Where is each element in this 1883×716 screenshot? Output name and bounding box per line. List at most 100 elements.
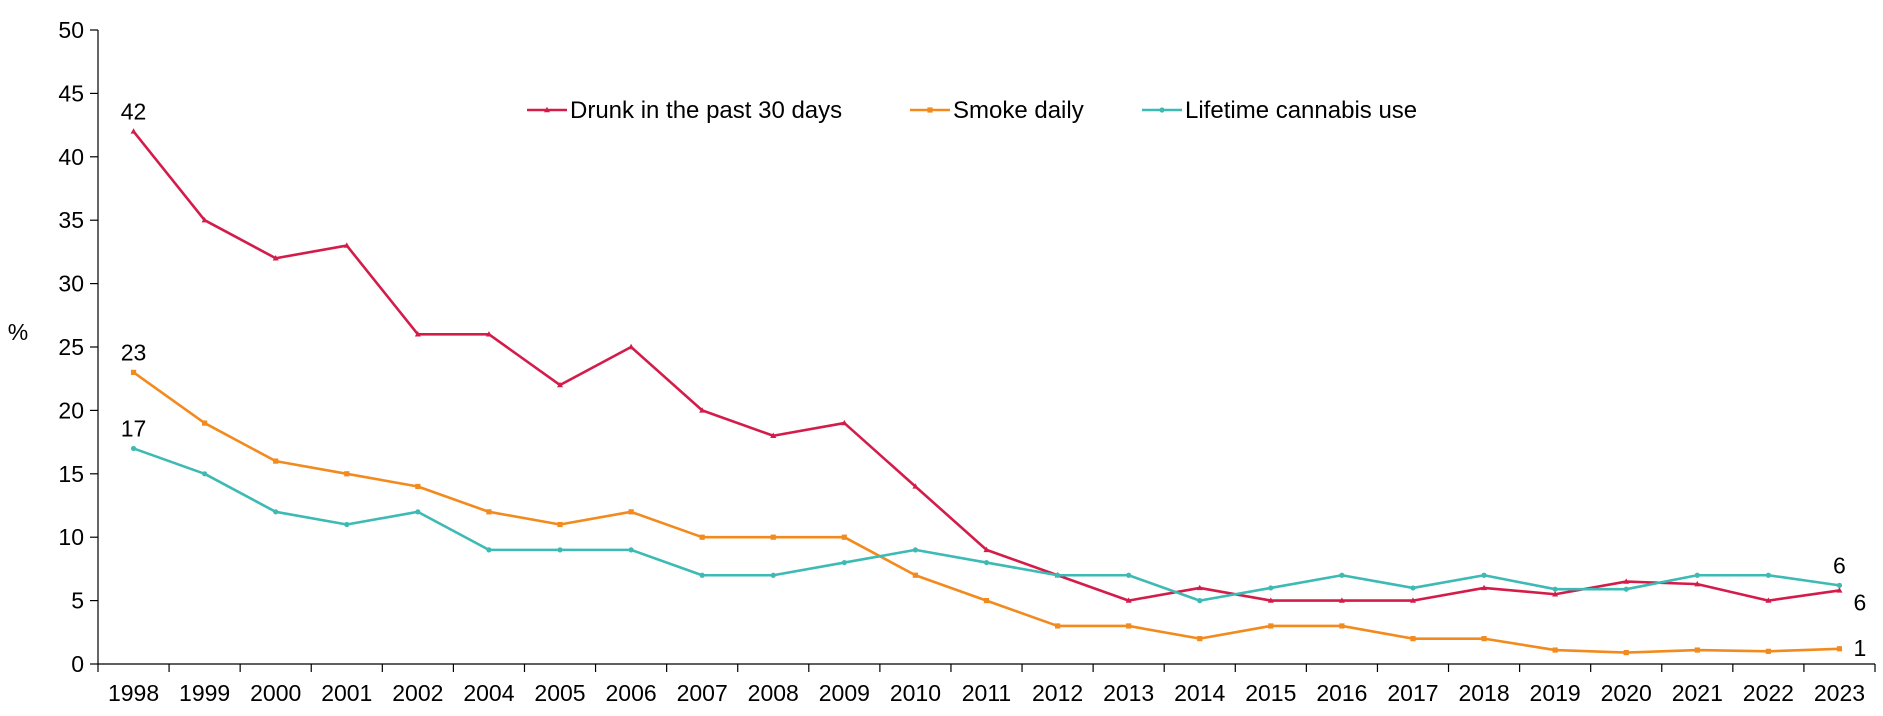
- x-tick-label: 2008: [748, 680, 799, 706]
- data-label: 6: [1833, 552, 1846, 578]
- data-point: [486, 547, 492, 553]
- data-point: [1836, 646, 1843, 652]
- data-label: 1: [1853, 635, 1866, 661]
- x-tick-label: 2014: [1174, 680, 1225, 706]
- data-point: [130, 128, 137, 134]
- series-1: [130, 128, 1843, 603]
- data-point: [486, 509, 492, 515]
- data-point: [1623, 586, 1629, 592]
- data-point: [1339, 623, 1345, 629]
- data-point: [1126, 623, 1132, 629]
- data-point: [699, 534, 705, 540]
- data-point: [1623, 578, 1630, 584]
- data-point: [841, 534, 847, 540]
- data-point: [1836, 582, 1843, 588]
- data-point: [1159, 107, 1165, 113]
- data-point: [1339, 572, 1345, 578]
- data-point: [415, 483, 421, 490]
- y-tick-label: 45: [58, 80, 84, 106]
- data-point: [1268, 623, 1274, 629]
- data-point: [344, 521, 350, 528]
- y-tick-label: 5: [71, 588, 84, 614]
- series-layer: [130, 128, 1843, 656]
- x-tick-label: 2016: [1316, 680, 1367, 706]
- x-tick-label: 2002: [392, 680, 443, 706]
- data-point: [1836, 587, 1843, 593]
- data-point: [414, 331, 421, 337]
- x-tick-label: 2019: [1530, 680, 1581, 706]
- data-point: [770, 572, 776, 578]
- legend-label: Lifetime cannabis use: [1185, 97, 1417, 124]
- data-point: [1552, 591, 1559, 597]
- y-axis: 0 5 10 15 20 25 30 35 40 45 50: [58, 17, 99, 677]
- x-tick-label: 2010: [890, 680, 941, 706]
- data-point: [1197, 598, 1203, 604]
- data-point: [1481, 636, 1487, 642]
- data-point: [841, 559, 847, 566]
- data-point: [628, 547, 634, 553]
- data-point: [841, 419, 848, 426]
- x-tick-label: 2005: [534, 680, 585, 706]
- x-tick-label: 2013: [1103, 680, 1154, 706]
- x-axis: 1998 1999 2000 2001 2002 2004 2005 2006 2007 2008…: [97, 663, 1876, 706]
- data-point: [1552, 586, 1558, 592]
- data-point: [344, 471, 350, 477]
- y-tick-label: 10: [58, 524, 84, 550]
- y-tick-label: 50: [58, 17, 84, 43]
- x-tick-label: 2023: [1814, 680, 1865, 706]
- y-tick-label: 15: [58, 461, 84, 487]
- data-point: [1765, 648, 1771, 654]
- y-tick-label: 20: [58, 397, 84, 423]
- x-tick-label: 2015: [1245, 680, 1296, 706]
- x-tick-label: 2009: [819, 680, 870, 706]
- y-tick-label: 0: [71, 651, 84, 677]
- legend-item: Smoke daily: [910, 97, 1084, 124]
- series-line: [132, 130, 1840, 602]
- x-tick-label: 2007: [677, 680, 728, 706]
- data-point: [1409, 597, 1416, 603]
- data-point: [1125, 597, 1132, 603]
- x-tick-label: 2022: [1743, 680, 1794, 706]
- data-point: [130, 369, 137, 375]
- series-3: [130, 445, 1843, 604]
- y-tick-label: 35: [58, 207, 84, 233]
- data-point: [628, 509, 634, 515]
- data-point: [983, 598, 990, 604]
- data-point: [1054, 623, 1061, 629]
- data-point: [415, 509, 421, 515]
- data-point: [1765, 597, 1772, 603]
- data-point: [1196, 584, 1203, 591]
- legend: Drunk in the past 30 days Smoke daily Life…: [527, 97, 1417, 124]
- x-tick-label: 2011: [962, 680, 1011, 706]
- x-tick-label: 2012: [1032, 680, 1083, 706]
- x-tick-label: 2020: [1601, 680, 1652, 706]
- data-point: [1765, 572, 1771, 578]
- x-tick-label: 2000: [250, 680, 301, 706]
- legend-label: Drunk in the past 30 days: [570, 97, 842, 124]
- data-point: [557, 521, 563, 528]
- data-point: [1481, 572, 1487, 578]
- data-point: [912, 547, 919, 553]
- data-point: [1410, 636, 1416, 642]
- data-point: [130, 445, 137, 452]
- x-tick-label: 2001: [321, 680, 372, 706]
- data-point: [912, 572, 919, 578]
- data-point: [699, 407, 706, 413]
- series-line: [133, 447, 1840, 602]
- data-label: 17: [121, 415, 147, 441]
- data-label: 6: [1853, 589, 1866, 615]
- data-point: [272, 255, 279, 261]
- data-point: [1694, 647, 1700, 653]
- data-point: [699, 572, 705, 578]
- data-point: [202, 471, 208, 477]
- data-point: [1410, 585, 1416, 591]
- legend-label: Smoke daily: [953, 97, 1084, 124]
- data-point: [273, 458, 279, 464]
- x-tick-label: 1999: [179, 680, 230, 706]
- data-point: [770, 432, 777, 438]
- data-point: [983, 546, 990, 553]
- data-point: [557, 547, 563, 553]
- data-point: [1268, 585, 1274, 591]
